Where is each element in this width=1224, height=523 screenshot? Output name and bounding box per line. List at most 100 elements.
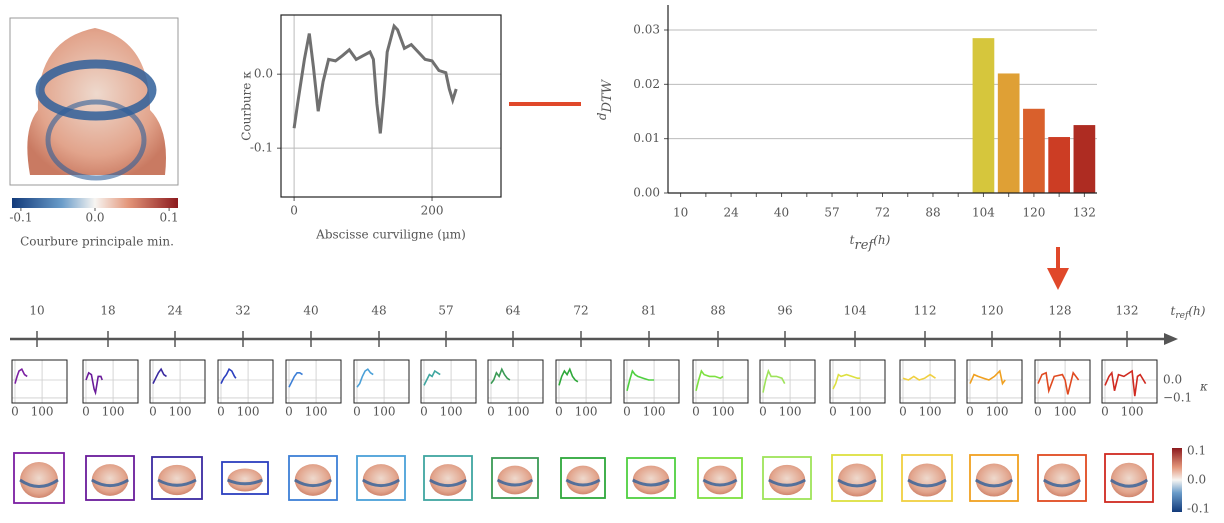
timeline-axis-label: tref(h)	[1171, 304, 1206, 321]
thumbnail-band	[157, 478, 197, 487]
timeline-label: 81	[641, 304, 656, 318]
shape-thumbnail	[85, 455, 135, 501]
mini-curve	[85, 371, 103, 396]
mini-chart: 0 100	[353, 359, 410, 419]
x-tick-label: 0	[759, 405, 767, 419]
timeline-label: 40	[303, 304, 318, 318]
thumbnail-shape	[975, 463, 1013, 497]
x-tick-label: 100	[102, 405, 125, 419]
x-tick-label: 0	[420, 405, 428, 419]
mini-chart: 0 100	[759, 359, 816, 419]
thumbnail-band	[837, 478, 877, 488]
label-part: t	[1171, 304, 1176, 318]
x-tick-label: 0	[353, 405, 361, 419]
x-tick-label: 100	[31, 405, 54, 419]
y-tick-label: -0.1	[250, 141, 273, 155]
x-tick-label: 0	[555, 405, 563, 419]
x-tick-label: 0	[285, 405, 293, 419]
colorbar-label: Courbure principale min.	[20, 235, 174, 249]
mini-curve	[695, 369, 724, 391]
thumbnail-band	[702, 478, 738, 487]
y-tick-label: −0.1	[1163, 390, 1192, 404]
thumbnail-band	[496, 478, 534, 487]
timeline-label: 10	[29, 304, 44, 318]
mini-curve	[762, 368, 786, 393]
shape-thumbnail	[423, 455, 473, 501]
thumbnail-band	[226, 478, 264, 486]
mini-frame	[149, 359, 206, 404]
shape-thumbnail	[221, 461, 269, 495]
x-tick-label: 104	[972, 206, 995, 220]
thumbnail-shape	[227, 468, 263, 492]
bar	[997, 73, 1020, 193]
thumbnail-band	[90, 478, 130, 488]
mini-frame	[11, 359, 68, 404]
thumbnail-band	[632, 478, 670, 487]
thumbnail-shape	[429, 464, 467, 496]
timeline-label: 32	[235, 304, 250, 318]
shape-thumbnail	[626, 457, 676, 499]
mini-chart: 0 100 0.0 −0.1	[1101, 359, 1192, 419]
mini-curve	[490, 367, 511, 385]
colorbar-tick-label: 0.1	[1187, 443, 1206, 457]
mini-frame	[623, 359, 680, 404]
y-tick-label: 0.0	[254, 67, 273, 81]
x-tick-label: 200	[421, 204, 444, 218]
x-tick-label: 100	[373, 405, 396, 419]
timeline-arrow	[1164, 333, 1178, 345]
thumbnail-band	[565, 478, 601, 487]
x-tick-label: 0	[1101, 405, 1109, 419]
mini-curve	[288, 372, 303, 388]
thumbnail-shape	[703, 465, 737, 495]
mini-frame	[285, 359, 342, 404]
mini-curve	[558, 367, 579, 386]
y-tick-label: 0.00	[633, 186, 660, 200]
mini-chart: 0 100	[285, 359, 342, 419]
x-tick-label: 0	[217, 405, 225, 419]
thumbnail-band	[361, 478, 401, 488]
x-axis-label: tref(h)	[850, 233, 891, 253]
shape-thumbnail	[831, 454, 883, 502]
mini-frame	[692, 359, 749, 404]
mini-curve	[832, 373, 861, 390]
shape-thumbnail	[969, 454, 1019, 502]
thumbnail-shape	[838, 463, 876, 497]
x-tick-label: 0	[487, 405, 495, 419]
mini-chart: 0 100	[692, 359, 749, 419]
x-tick-label: 100	[919, 405, 942, 419]
label-part: t	[850, 233, 855, 247]
x-tick-label: 0	[623, 405, 631, 419]
thumbnail-shape	[158, 464, 196, 496]
timeline-label: 18	[100, 304, 115, 318]
x-tick-label: 100	[237, 405, 260, 419]
x-tick-label: 40	[774, 206, 789, 220]
timeline-label: 72	[573, 304, 588, 318]
x-tick-label: 100	[575, 405, 598, 419]
mini-chart: 0 100	[149, 359, 206, 419]
x-tick-label: 0	[290, 204, 298, 218]
x-tick-label: 24	[723, 206, 739, 220]
x-tick-label: 72	[875, 206, 890, 220]
x-tick-label: 0	[11, 405, 19, 419]
colorbar-tick-label: -0.1	[1187, 502, 1210, 516]
curve	[292, 23, 458, 134]
plot-frame	[280, 14, 502, 198]
x-tick-label: 132	[1073, 206, 1096, 220]
x-tick-label: 120	[1022, 206, 1045, 220]
x-tick-label: 0	[692, 405, 700, 419]
timeline-label: 64	[505, 304, 521, 318]
mini-chart: 0 100	[82, 359, 139, 419]
mini-chart: 0 100	[420, 359, 477, 419]
mini-frame	[1034, 359, 1091, 404]
label-part: ref	[855, 238, 876, 253]
mini-chart: 0 100	[623, 359, 680, 419]
bar	[1048, 137, 1070, 193]
x-tick-label: 100	[507, 405, 530, 419]
timeline-label: 120	[981, 304, 1004, 318]
thumbnail-band	[1109, 478, 1149, 488]
x-axis-label: Abscisse curviligne (μm)	[315, 228, 466, 242]
mini-curve	[969, 369, 1006, 386]
mini-chart: 0 100	[1034, 359, 1091, 419]
mini-curve	[1104, 369, 1147, 397]
